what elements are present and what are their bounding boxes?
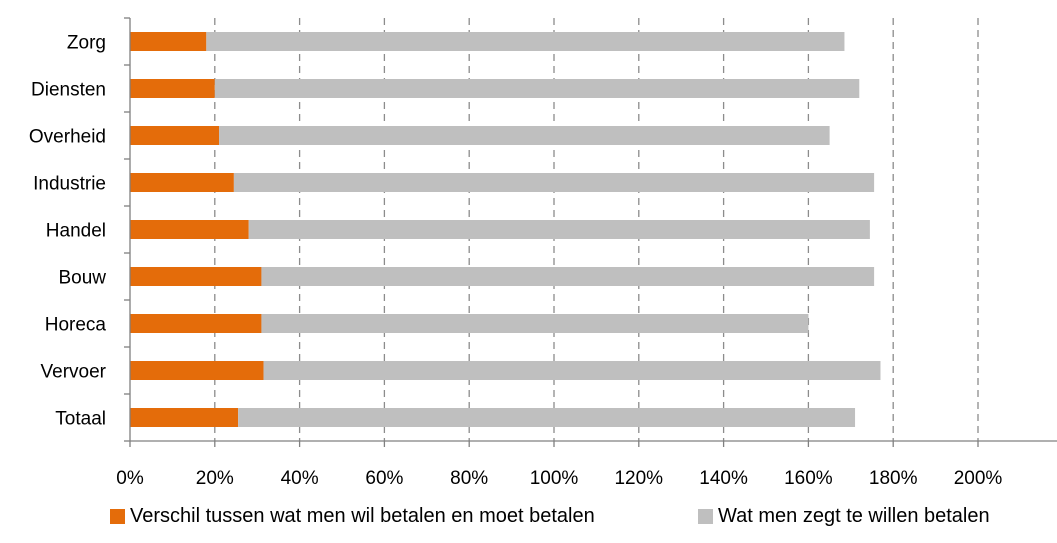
category-label: Industrie [33, 174, 106, 195]
category-label: Zorg [67, 33, 106, 54]
category-labels: Zorg Diensten Overheid Industrie Handel Bouw H… [29, 33, 107, 430]
x-tick-labels: 0% 20% 40% 60% 80% 100% 120% 140% 160% 180% 200% [116, 468, 1002, 489]
chart-svg: Zorg Diensten Overheid Industrie Handel Bouw H… [29, 17, 1057, 489]
x-tick-label: 20% [196, 468, 234, 489]
x-tick-label: 120% [614, 468, 663, 489]
bar-segment-willen-betalen [261, 267, 875, 286]
bar-segment-willen-betalen [219, 126, 830, 145]
bar-segment-verschil [130, 361, 264, 380]
x-tick-label: 100% [530, 468, 579, 489]
bar-segment-verschil [130, 314, 262, 333]
bar-segment-willen-betalen [206, 32, 845, 51]
x-tick-label: 40% [281, 468, 319, 489]
bar-segment-verschil [130, 126, 220, 145]
category-label: Bouw [58, 268, 106, 289]
axes [124, 17, 1057, 447]
legend-swatch-gray [698, 509, 713, 524]
x-tick-label: 0% [116, 468, 144, 489]
x-tick-label: 60% [365, 468, 403, 489]
category-label: Handel [46, 221, 106, 242]
legend-item-series-1: Verschil tussen wat men wil betalen en m… [110, 505, 595, 528]
x-tick-label: 200% [954, 468, 1003, 489]
legend-item-series-2: Wat men zegt te willen betalen [698, 505, 990, 528]
legend-swatch-orange [110, 509, 125, 524]
bars [130, 32, 881, 427]
category-label: Vervoer [41, 362, 107, 383]
bar-segment-willen-betalen [263, 361, 881, 380]
category-label: Totaal [55, 409, 106, 430]
bar-segment-willen-betalen [233, 173, 875, 192]
bar-segment-verschil [130, 32, 207, 51]
bar-segment-willen-betalen [261, 314, 809, 333]
bar-segment-verschil [130, 267, 262, 286]
legend-label-series-2: Wat men zegt te willen betalen [718, 505, 990, 527]
bar-segment-verschil [130, 79, 215, 98]
bar-segment-willen-betalen [214, 79, 860, 98]
bar-segment-willen-betalen [238, 408, 856, 427]
category-label: Overheid [29, 127, 106, 148]
bar-segment-verschil [130, 408, 239, 427]
legend-label-series-1: Verschil tussen wat men wil betalen en m… [130, 505, 595, 527]
category-label: Horeca [45, 315, 107, 336]
x-tick-label: 80% [450, 468, 488, 489]
x-tick-label: 180% [869, 468, 918, 489]
bar-segment-verschil [130, 173, 234, 192]
category-label: Diensten [31, 80, 106, 101]
bar-segment-verschil [130, 220, 249, 239]
x-tick-label: 140% [699, 468, 748, 489]
x-tick-label: 160% [784, 468, 833, 489]
legend: Verschil tussen wat men wil betalen en m… [0, 505, 1057, 543]
bar-segment-willen-betalen [248, 220, 870, 239]
